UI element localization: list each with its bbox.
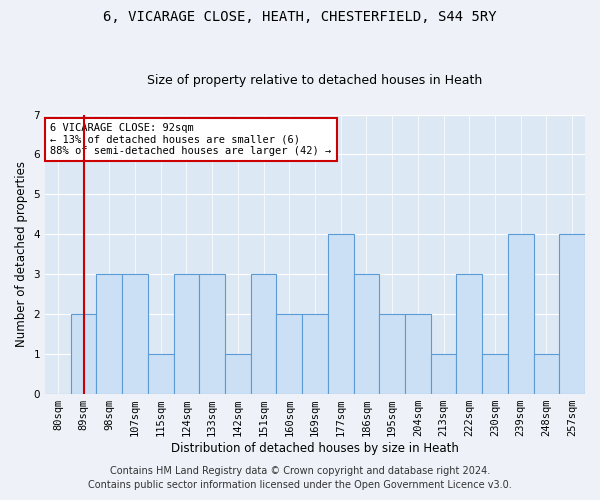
Text: Contains HM Land Registry data © Crown copyright and database right 2024.
Contai: Contains HM Land Registry data © Crown c… bbox=[88, 466, 512, 490]
Bar bbox=[71, 314, 97, 394]
Bar bbox=[225, 354, 251, 394]
Bar bbox=[353, 274, 379, 394]
Bar bbox=[405, 314, 431, 394]
Bar bbox=[199, 274, 225, 394]
Text: 6, VICARAGE CLOSE, HEATH, CHESTERFIELD, S44 5RY: 6, VICARAGE CLOSE, HEATH, CHESTERFIELD, … bbox=[103, 10, 497, 24]
Bar bbox=[559, 234, 585, 394]
Bar bbox=[302, 314, 328, 394]
Bar bbox=[251, 274, 277, 394]
Bar bbox=[148, 354, 173, 394]
X-axis label: Distribution of detached houses by size in Heath: Distribution of detached houses by size … bbox=[171, 442, 459, 455]
Bar bbox=[533, 354, 559, 394]
Y-axis label: Number of detached properties: Number of detached properties bbox=[15, 162, 28, 348]
Bar bbox=[482, 354, 508, 394]
Bar bbox=[379, 314, 405, 394]
Bar bbox=[328, 234, 353, 394]
Bar bbox=[431, 354, 457, 394]
Title: Size of property relative to detached houses in Heath: Size of property relative to detached ho… bbox=[148, 74, 482, 87]
Bar bbox=[277, 314, 302, 394]
Bar bbox=[122, 274, 148, 394]
Bar bbox=[97, 274, 122, 394]
Bar bbox=[173, 274, 199, 394]
Bar bbox=[508, 234, 533, 394]
Text: 6 VICARAGE CLOSE: 92sqm
← 13% of detached houses are smaller (6)
88% of semi-det: 6 VICARAGE CLOSE: 92sqm ← 13% of detache… bbox=[50, 123, 332, 156]
Bar bbox=[457, 274, 482, 394]
